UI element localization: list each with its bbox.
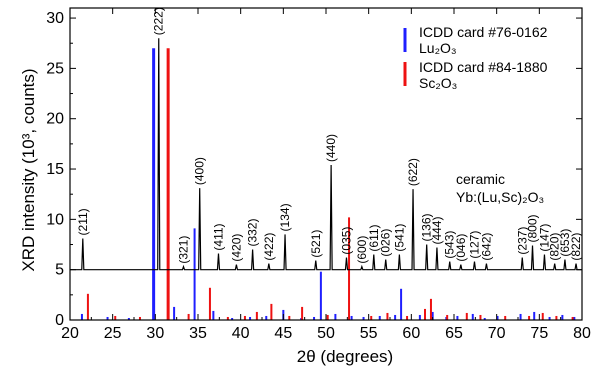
y-tick-label: 30: [46, 10, 64, 27]
y-tick-label: 25: [46, 60, 64, 77]
peak-label: (444): [430, 217, 444, 245]
annotation-line1: ceramic: [456, 171, 505, 187]
axes-layer: 20 25 30 35 40 45 50 55 60 65 70 75 80 0 5 10 15 20 25 30: [46, 7, 591, 342]
sample-annotation: ceramic Yb:(Lu,Sc)₂O₃: [456, 171, 544, 205]
x-tick-label: 55: [360, 325, 378, 342]
x-tick-label: 45: [274, 325, 292, 342]
x-tick-label: 40: [232, 325, 250, 342]
peak-label: (820): [548, 233, 562, 261]
peak-label: (422): [262, 233, 276, 261]
peak-label: (420): [229, 234, 243, 262]
peak-label: (642): [479, 233, 493, 261]
legend-entry-lu-line1: ICDD card #76-0162: [419, 24, 548, 40]
legend-entry-sc-line2: Sc₂O₃: [419, 75, 457, 91]
annotation-line2: Yb:(Lu,Sc)₂O₃: [456, 189, 544, 205]
plot-frame: [69, 7, 583, 321]
peak-label: (147): [537, 224, 551, 252]
x-tick-label: 80: [573, 325, 591, 342]
x-tick-label: 35: [189, 325, 207, 342]
peak-label: (321): [176, 236, 190, 264]
x-tick-label: 70: [488, 325, 506, 342]
peak-label: (136): [420, 213, 434, 241]
y-tick-label: 10: [46, 211, 64, 228]
peak-label: (822): [569, 233, 583, 261]
peak-label: (622): [406, 158, 420, 186]
legend-entry-sc-line1: ICDD card #84-1880: [419, 59, 548, 75]
peak-label: (400): [193, 157, 207, 185]
y-axis-title: XRD intensity (10³, counts): [19, 68, 38, 271]
peak-label: (800): [526, 215, 540, 243]
x-axis-title: 2θ (degrees): [297, 347, 393, 366]
xrd-pattern-line: [70, 38, 582, 271]
legend-entry-lu-line2: Lu₂O₃: [419, 40, 457, 56]
peak-label: (211): [76, 208, 90, 235]
reference-sticks-layer: [80, 48, 576, 320]
peak-label: (543): [443, 231, 457, 259]
peak-label: (127): [467, 231, 481, 259]
x-tick-label: 20: [61, 325, 79, 342]
pattern-layer: [70, 38, 582, 271]
peak-label: (026): [379, 229, 393, 257]
peak-label: (237): [515, 227, 529, 255]
x-tick-label: 50: [317, 325, 335, 342]
peak-label: (541): [392, 224, 406, 252]
peak-label: (046): [454, 234, 468, 262]
peak-label: (611): [367, 224, 381, 251]
x-tick-label: 75: [530, 325, 548, 342]
peak-label: (600): [355, 236, 369, 264]
x-tick-label: 60: [402, 325, 420, 342]
y-tick-label: 20: [46, 111, 64, 128]
x-tick-label: 30: [146, 325, 164, 342]
peak-label: (035): [339, 227, 353, 255]
y-tick-label: 15: [46, 161, 64, 178]
peak-label: (222): [152, 7, 166, 35]
legend: ICDD card #76-0162 Lu₂O₃ ICDD card #84-1…: [403, 24, 548, 91]
x-tick-label: 65: [445, 325, 463, 342]
y-tick-label: 0: [55, 312, 64, 329]
peak-label: (332): [246, 219, 260, 247]
peak-label: (440): [324, 134, 338, 162]
x-tick-label: 25: [104, 325, 122, 342]
peak-label: (653): [558, 229, 572, 257]
y-tick-label: 5: [55, 262, 64, 279]
peak-label: (521): [309, 230, 323, 258]
peak-label: (411): [211, 223, 225, 250]
peak-label: (134): [278, 203, 292, 231]
peak-labels-layer: (211) (222) (321) (400) (411) (420)(332)(422)…: [76, 7, 583, 263]
